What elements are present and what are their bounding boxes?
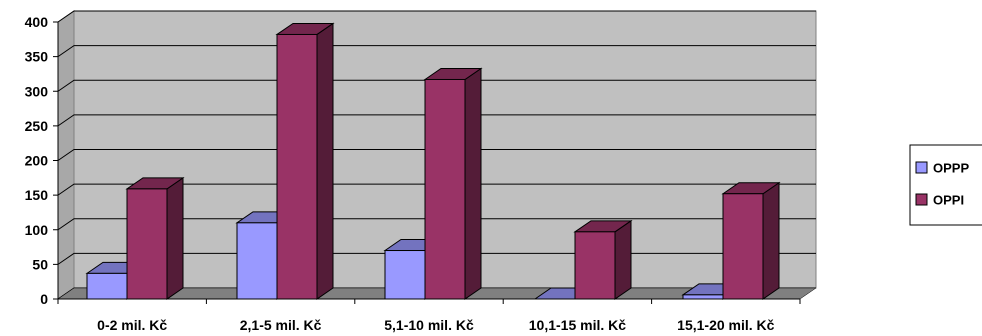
x-tick-label: 15,1-20 mil. Kč [677, 317, 774, 333]
legend-swatch-oppp [916, 162, 927, 173]
x-tick-label: 5,1-10 mil. Kč [384, 317, 474, 333]
bar-front [385, 251, 425, 299]
bar-oppi-4 [575, 221, 631, 299]
bar-oppi-5 [723, 183, 779, 299]
bar-side [465, 68, 481, 299]
x-tick-label: 0-2 mil. Kč [97, 317, 167, 333]
legend-box [910, 145, 982, 225]
y-tick-label: 250 [25, 118, 49, 134]
bar-front [277, 34, 317, 299]
x-tick-label: 2,1-5 mil. Kč [240, 317, 322, 333]
legend-swatch-oppi [916, 194, 927, 205]
bar-front [127, 189, 167, 299]
y-tick-label: 200 [25, 153, 49, 169]
bar-front [425, 79, 465, 299]
bar-front [575, 232, 615, 299]
y-tick-label: 350 [25, 49, 49, 65]
bar-side [615, 221, 631, 299]
bar-oppi-1 [127, 178, 183, 299]
bar-side [763, 183, 779, 299]
y-tick-label: 150 [25, 187, 49, 203]
y-tick-label: 0 [40, 291, 48, 307]
bar-front [87, 273, 127, 299]
y-tick-label: 100 [25, 222, 49, 238]
bar-oppi-3 [425, 68, 481, 299]
legend-label-oppi: OPPI [933, 193, 964, 208]
y-tick-label: 300 [25, 83, 49, 99]
x-tick-label: 10,1-15 mil. Kč [529, 317, 626, 333]
legend-label-oppp: OPPP [933, 161, 969, 176]
y-tick-label: 50 [32, 256, 48, 272]
bar-front [683, 295, 723, 299]
bar-side [167, 178, 183, 299]
bar-oppi-2 [277, 23, 333, 299]
y-tick-label: 400 [25, 14, 49, 30]
bar-side [317, 23, 333, 299]
bar-front [237, 223, 277, 299]
bar-front [723, 194, 763, 299]
